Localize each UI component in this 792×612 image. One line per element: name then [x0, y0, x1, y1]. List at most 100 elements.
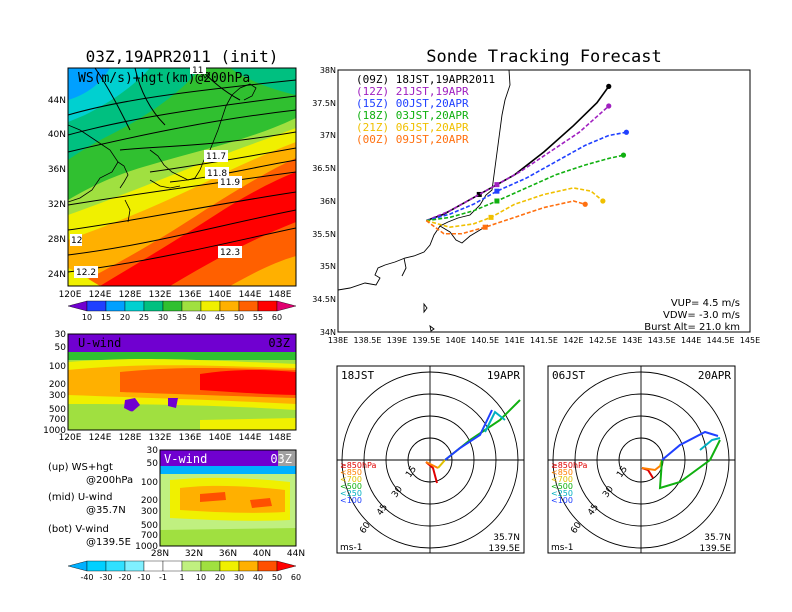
wind-speed-map-panel: 03Z,19APR2011 (init) — [48, 47, 297, 322]
lon-tick: 139E — [387, 336, 407, 345]
colorbar-label: -30 — [99, 573, 112, 582]
panel-notes: (up) WS+hgt @200hPa (mid) U-wind @35.7N … — [48, 462, 133, 548]
p-tick: 700 — [49, 415, 66, 425]
p-tick: 500 — [141, 521, 158, 531]
lon-tick: 136E — [179, 433, 202, 443]
hodo-left-time: 18JST — [341, 369, 374, 382]
track-lat-ticks: 38N 37.5N 37N 36.5N 36N 35.5N 35N 34.5N … — [312, 66, 336, 337]
lon-tick: 144E — [681, 336, 701, 345]
note-line: (mid) U-wind — [48, 492, 112, 503]
note-line: @139.5E — [86, 537, 131, 548]
lat-tick: 36N — [219, 549, 237, 559]
colorbar-swatch — [143, 300, 164, 312]
colorbar-label: 40 — [196, 313, 206, 322]
colorbar-label: -10 — [137, 573, 150, 582]
lon-tick: 128E — [119, 433, 142, 443]
lat-tick: 37.5N — [312, 99, 336, 108]
track-marker — [494, 188, 500, 194]
lon-tick: 142E — [563, 336, 583, 345]
track-line — [426, 154, 624, 222]
lat-tick: 35.5N — [312, 230, 336, 239]
colorbar-label: -20 — [118, 573, 131, 582]
lat-tick: 40N — [48, 130, 66, 140]
hodo-right-time: 06JST — [552, 369, 585, 382]
lat-tick: 28N — [48, 235, 66, 245]
hodo-legend-entry: <250 — [340, 489, 362, 498]
colorbar-swatch — [124, 300, 145, 312]
lon-tick: 144E — [239, 290, 262, 300]
colorbar-label: 35 — [177, 313, 187, 322]
track-marker — [488, 214, 494, 220]
legend-entry: (18Z) 03JST,20APR — [356, 109, 469, 122]
v-wind-field — [160, 450, 296, 546]
hodo-right-trace — [641, 430, 721, 490]
lat-tick: 40N — [253, 549, 271, 559]
colorbar-label: 25 — [139, 313, 149, 322]
lat-tick: 38N — [320, 66, 336, 75]
colorbar-swatch — [276, 300, 297, 312]
u-wind-field — [68, 334, 296, 430]
track-endpoint — [620, 152, 627, 158]
hgt-label: 11.7 — [206, 152, 226, 162]
map-field-label: WS(m/s)+hgt(km)@200hPa — [78, 71, 250, 86]
lon-tick: 144E — [239, 433, 262, 443]
lon-tick: 143E — [622, 336, 642, 345]
lon-tick: 148E — [269, 290, 292, 300]
legend-entry: (15Z) 00JST,20APR — [356, 97, 469, 110]
hodo-right-legend: ≥850hPa<850<700<500<250<100 — [551, 461, 588, 505]
hodo-segment — [661, 430, 719, 461]
colorbar-swatch — [67, 560, 88, 572]
p-tick: 50 — [55, 343, 67, 353]
hodo-legend-entry: <700 — [551, 475, 573, 484]
colorbar-label: 40 — [253, 573, 263, 582]
legend-entry: (12Z) 21JST,19APR — [356, 85, 469, 98]
colorbar-label: 15 — [101, 313, 111, 322]
colorbar-label: 10 — [196, 573, 206, 582]
colorbar-swatch — [86, 560, 107, 572]
track-marker — [494, 198, 500, 204]
lon-tick: 132E — [149, 290, 172, 300]
lon-tick: 140E — [209, 290, 232, 300]
hodo-legend-entry: <500 — [551, 482, 573, 491]
hodo-legend-entry: <850 — [340, 468, 362, 477]
legend-entry: (00Z) 09JST,20APR — [356, 133, 469, 146]
u-wind-label: U-wind — [78, 336, 121, 350]
track-marker — [494, 182, 500, 188]
track-line — [426, 85, 610, 222]
colorbar-swatch — [143, 560, 164, 572]
colorbar-label: 10 — [82, 313, 92, 322]
hodo-right-unit: ms-1 — [551, 543, 573, 553]
colorbar-swatch — [181, 560, 202, 572]
hodo-segment — [641, 465, 661, 472]
p-tick: 100 — [49, 362, 66, 372]
p-tick: 300 — [49, 391, 66, 401]
colorbar-label: 20 — [215, 573, 225, 582]
u-wind-panel: U-wind 03Z 30 50 100 200 300 500 700 100… — [43, 330, 297, 443]
hodograph-left-panel: 18JST 19APR 15 30 45 60 ms-1 35.7N 139.5… — [336, 365, 525, 554]
lon-tick: 138.5E — [353, 336, 381, 345]
hodo-left-rings — [337, 366, 524, 553]
lat-tick: 36N — [320, 197, 336, 206]
lat-tick: 34N — [320, 328, 336, 337]
colorbar-swatch — [257, 300, 278, 312]
hodo-legend-entry: <100 — [340, 496, 362, 505]
track-endpoint — [606, 103, 612, 109]
track-params: VUP= 4.5 m/s VDW= -3.0 m/s Burst Alt= 21… — [644, 298, 740, 333]
lon-tick: 140.5E — [471, 336, 499, 345]
p-tick: 200 — [49, 380, 66, 390]
colorbar-label: 50 — [272, 573, 282, 582]
hgt-labels: 11.7 11.8 11.9 12.3 12.2 12 11 — [70, 64, 242, 278]
hodo-left-trace — [425, 399, 521, 484]
colorbar-swatch — [200, 560, 221, 572]
colorbar-label: 60 — [272, 313, 282, 322]
v-wind-label: V-wind — [164, 452, 207, 466]
param-vup: VUP= 4.5 m/s — [671, 298, 740, 309]
u-wind-time: 03Z — [268, 336, 290, 350]
colorbar-label: -1 — [159, 573, 167, 582]
hodo-right-date: 20APR — [698, 369, 731, 382]
track-endpoint — [623, 129, 630, 135]
colorbar-label: 55 — [253, 313, 263, 322]
v-wind-frame — [159, 449, 297, 547]
note-line: (up) WS+hgt — [48, 462, 113, 473]
